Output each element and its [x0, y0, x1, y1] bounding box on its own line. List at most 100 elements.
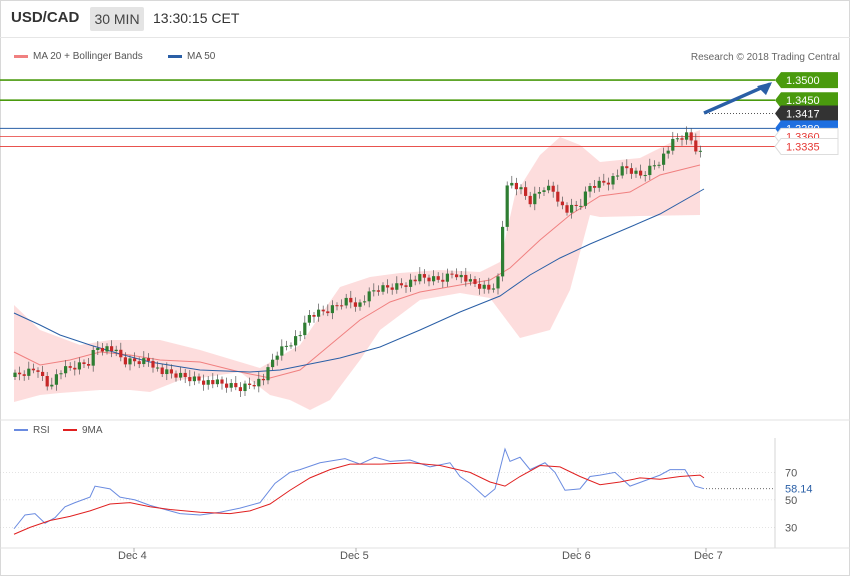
candle-body-22: [114, 349, 118, 352]
candle-body-115: [542, 190, 546, 192]
candle-body-40: [197, 376, 201, 381]
candle-body-17: [91, 350, 95, 366]
candle-body-8: [50, 384, 54, 387]
candle-body-147: [689, 132, 693, 141]
candle-body-38: [188, 377, 192, 382]
header-divider: [0, 37, 850, 38]
bollinger-band: [14, 130, 700, 410]
candle-body-7: [45, 376, 49, 387]
candle-body-98: [464, 274, 468, 282]
ma50-legend-label: MA 50: [187, 51, 216, 62]
candle-body-133: [625, 166, 629, 169]
rsi-tick-50: 50: [785, 495, 797, 507]
chart-header: USD/CAD 30 MIN 13:30:15 CET: [0, 0, 848, 37]
candle-body-55: [266, 367, 270, 381]
candle-body-120: [565, 205, 569, 213]
candle-body-77: [367, 291, 371, 302]
rsi-tick-30: 30: [785, 522, 797, 534]
candle-body-4: [31, 368, 35, 371]
candle-body-62: [298, 335, 302, 337]
candle-body-15: [82, 362, 86, 364]
x-label-dec6: Dec 6: [562, 550, 591, 562]
candle-body-129: [606, 182, 610, 185]
candle-body-53: [257, 378, 261, 387]
candle-body-79: [376, 290, 380, 292]
candle-body-91: [432, 276, 436, 282]
candle-body-37: [183, 372, 187, 378]
candle-body-76: [363, 301, 367, 303]
candle-body-80: [381, 285, 385, 292]
candle-body-101: [478, 283, 482, 289]
candle-body-69: [330, 305, 334, 314]
candle-body-36: [179, 372, 183, 378]
candle-body-49: [238, 387, 242, 392]
candle-body-127: [597, 180, 601, 188]
candle-body-68: [326, 311, 330, 314]
candle-body-11: [64, 366, 68, 374]
candle-body-73: [349, 297, 353, 303]
candle-body-9: [54, 374, 58, 385]
candle-body-18: [96, 347, 100, 350]
candle-body-131: [616, 175, 620, 177]
level-tag-text: 1.3417: [786, 108, 820, 120]
candle-body-35: [174, 373, 178, 378]
candle-body-145: [680, 138, 684, 140]
candle-body-130: [611, 176, 615, 185]
candle-body-112: [528, 195, 532, 205]
candle-body-63: [303, 322, 307, 336]
candle-body-10: [59, 373, 63, 375]
candle-body-12: [68, 366, 72, 368]
candle-body-116: [547, 185, 551, 191]
candle-body-13: [73, 367, 77, 370]
candle-body-34: [169, 369, 173, 374]
candle-body-74: [353, 302, 357, 307]
candle-body-31: [156, 367, 160, 369]
level-tag-0: 1.3500: [775, 72, 838, 89]
candle-body-81: [386, 285, 390, 288]
level-tag-box: [775, 92, 838, 109]
candle-body-41: [202, 380, 206, 385]
candle-body-88: [418, 274, 422, 282]
forecast-arrow-shaft: [703, 82, 771, 115]
candle-body-134: [629, 168, 633, 174]
candle-body-27: [137, 361, 141, 365]
candle-body-137: [643, 175, 647, 177]
candle-body-64: [307, 314, 311, 323]
level-tag-box: [775, 105, 838, 122]
candle-body-54: [261, 378, 265, 381]
candle-body-2: [22, 374, 26, 376]
candle-body-5: [36, 370, 40, 372]
rsi-legend-label: RSI: [33, 425, 50, 436]
candle-body-125: [588, 186, 592, 192]
candle-body-24: [123, 357, 127, 365]
rsi-tick-70: 70: [785, 467, 797, 479]
candle-body-90: [427, 277, 431, 282]
candle-body-32: [160, 367, 164, 375]
candle-body-142: [666, 150, 670, 154]
candle-body-106: [501, 226, 505, 277]
candle-body-30: [151, 360, 155, 368]
candle-body-140: [657, 164, 661, 166]
candle-body-20: [105, 346, 109, 352]
candle-body-94: [445, 273, 449, 282]
candle-body-45: [220, 379, 224, 384]
level-tag-box: [774, 137, 839, 155]
candle-body-58: [280, 346, 284, 356]
level-tag-1: 1.3450: [775, 92, 838, 109]
timeframe-button[interactable]: 30 MIN: [90, 7, 144, 31]
candle-body-105: [496, 276, 500, 289]
ma50-line: [13, 188, 705, 373]
level-tag-text: 1.3335: [786, 141, 820, 153]
candle-body-0: [13, 372, 17, 377]
candle-body-108: [510, 182, 514, 186]
candle-body-44: [215, 379, 219, 385]
candle-body-111: [524, 187, 528, 196]
candle-body-95: [450, 273, 454, 275]
candle-body-67: [321, 309, 325, 312]
candle-body-126: [593, 186, 597, 188]
candle-body-25: [128, 358, 132, 365]
candle-body-60: [289, 345, 293, 347]
candle-body-66: [317, 309, 321, 317]
candle-body-83: [395, 283, 399, 290]
